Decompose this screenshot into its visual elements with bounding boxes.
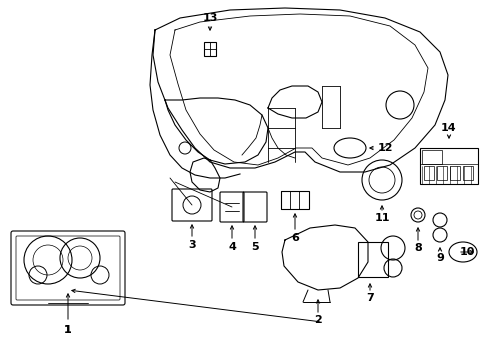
- Text: 7: 7: [366, 293, 373, 303]
- Bar: [421, 150, 441, 165]
- Bar: [281, 191, 308, 209]
- Text: 1: 1: [64, 325, 72, 335]
- Text: 1: 1: [64, 325, 72, 335]
- Text: 13: 13: [202, 13, 217, 23]
- Bar: [203, 42, 216, 56]
- Text: 3: 3: [188, 240, 195, 250]
- Text: 2: 2: [313, 315, 321, 325]
- Bar: [423, 166, 433, 180]
- Text: 6: 6: [290, 233, 298, 243]
- Bar: [357, 242, 387, 277]
- Text: 14: 14: [440, 123, 456, 133]
- Bar: [436, 166, 446, 180]
- Text: 10: 10: [459, 247, 474, 257]
- Bar: [449, 166, 459, 180]
- Text: 4: 4: [227, 242, 235, 252]
- Bar: [462, 166, 472, 180]
- Text: 9: 9: [435, 253, 443, 263]
- Bar: [419, 148, 477, 184]
- Text: 5: 5: [251, 242, 258, 252]
- Text: 12: 12: [377, 143, 393, 153]
- Text: 8: 8: [413, 243, 421, 253]
- Text: 11: 11: [373, 213, 389, 223]
